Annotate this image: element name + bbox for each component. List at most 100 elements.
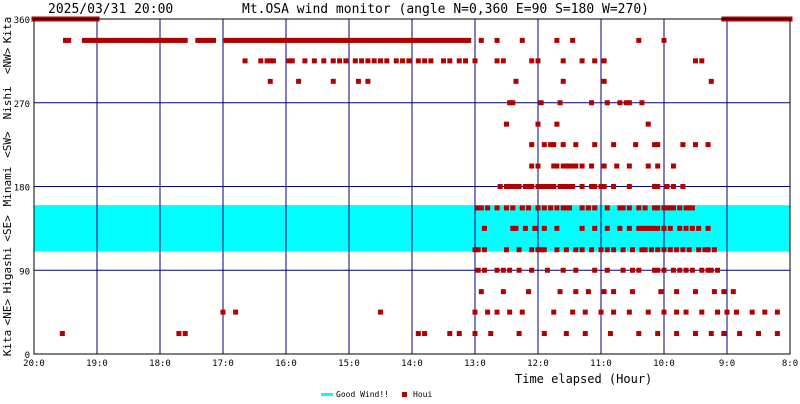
houi-point xyxy=(592,205,598,211)
houi-point xyxy=(579,225,585,231)
legend-label-good-wind: Good Wind!! xyxy=(336,390,389,399)
houi-point xyxy=(526,289,532,295)
houi-point xyxy=(504,247,509,253)
houi-point xyxy=(686,205,692,211)
houi-point xyxy=(548,205,554,211)
houi-point xyxy=(393,58,399,64)
houi-point xyxy=(541,184,547,189)
houi-point xyxy=(560,58,566,64)
houi-point xyxy=(705,225,711,231)
houi-point xyxy=(557,289,563,295)
houi-point xyxy=(560,205,566,211)
houi-point xyxy=(626,225,632,231)
houi-point xyxy=(538,247,544,253)
houi-point xyxy=(702,247,708,253)
houi-point xyxy=(529,142,535,148)
houi-point xyxy=(97,37,103,43)
y-tick-label: 90 xyxy=(19,267,30,277)
houi-point xyxy=(689,205,695,211)
houi-point xyxy=(475,205,481,211)
houi-point xyxy=(645,225,651,231)
houi-point xyxy=(365,37,371,43)
houi-point xyxy=(463,58,469,64)
houi-point xyxy=(163,37,169,43)
houi-point xyxy=(289,37,295,43)
houi-point xyxy=(733,309,739,315)
houi-point xyxy=(636,225,642,231)
houi-point xyxy=(396,37,402,43)
houi-point xyxy=(422,331,428,337)
houi-point xyxy=(696,247,702,253)
houi-point xyxy=(570,309,576,315)
houi-point xyxy=(510,184,516,189)
houi-point xyxy=(415,37,421,43)
houi-point xyxy=(519,37,525,43)
houi-point xyxy=(611,247,617,253)
x-tick-label: 12:0 xyxy=(527,359,549,369)
houi-point xyxy=(91,37,97,43)
houi-point xyxy=(85,37,91,43)
houi-point xyxy=(699,58,705,64)
houi-point xyxy=(737,331,743,337)
houi-point xyxy=(645,163,651,169)
houi-point xyxy=(677,267,683,273)
houi-point xyxy=(601,78,607,84)
houi-point xyxy=(611,142,617,148)
houi-point xyxy=(513,78,519,84)
houi-point xyxy=(406,37,412,43)
houi-point xyxy=(529,58,535,64)
houi-point xyxy=(378,58,383,64)
houi-point xyxy=(538,184,544,189)
houi-point xyxy=(611,184,617,189)
houi-point xyxy=(245,37,251,43)
houi-point xyxy=(422,37,428,43)
houi-point xyxy=(447,58,453,64)
houi-point xyxy=(270,58,276,64)
houi-point xyxy=(570,37,576,43)
houi-point xyxy=(182,331,188,337)
houi-point xyxy=(652,205,658,211)
houi-point xyxy=(626,309,632,315)
houi-point xyxy=(201,37,207,43)
houi-point xyxy=(418,37,424,43)
houi-point xyxy=(551,184,557,189)
houi-point xyxy=(708,331,714,337)
houi-point xyxy=(601,163,607,169)
houi-point xyxy=(557,100,563,106)
houi-point xyxy=(384,37,390,43)
houi-point xyxy=(516,331,522,337)
houi-point xyxy=(229,37,235,43)
x-tick-label: 10:0 xyxy=(653,359,675,369)
houi-point xyxy=(450,37,456,43)
houi-point xyxy=(705,267,711,273)
houi-point xyxy=(400,58,406,64)
houi-point xyxy=(570,184,576,189)
houi-point xyxy=(639,100,645,106)
houi-point xyxy=(538,100,544,106)
houi-point xyxy=(611,289,617,295)
houi-point xyxy=(321,37,327,43)
houi-point xyxy=(626,100,632,106)
houi-point xyxy=(617,205,623,211)
houi-point xyxy=(661,225,667,231)
houi-point xyxy=(554,225,560,231)
houi-point xyxy=(113,37,119,43)
houi-point xyxy=(585,205,591,211)
houi-point xyxy=(258,58,264,64)
houi-point xyxy=(541,225,547,231)
houi-point xyxy=(138,37,144,43)
houi-point xyxy=(693,289,698,295)
houi-point xyxy=(633,142,639,148)
x-tick-label: 16:0 xyxy=(275,359,297,369)
houi-point xyxy=(749,309,755,315)
houi-point xyxy=(652,142,658,148)
timestamp-label: 2025/03/31 20:00 xyxy=(48,2,173,17)
houi-point xyxy=(286,58,292,64)
houi-point xyxy=(573,267,579,273)
houi-point xyxy=(252,37,257,43)
houi-point xyxy=(485,309,491,315)
houi-point xyxy=(579,163,585,169)
houi-point xyxy=(689,225,695,231)
houi-point xyxy=(182,37,188,43)
houi-point xyxy=(592,267,598,273)
